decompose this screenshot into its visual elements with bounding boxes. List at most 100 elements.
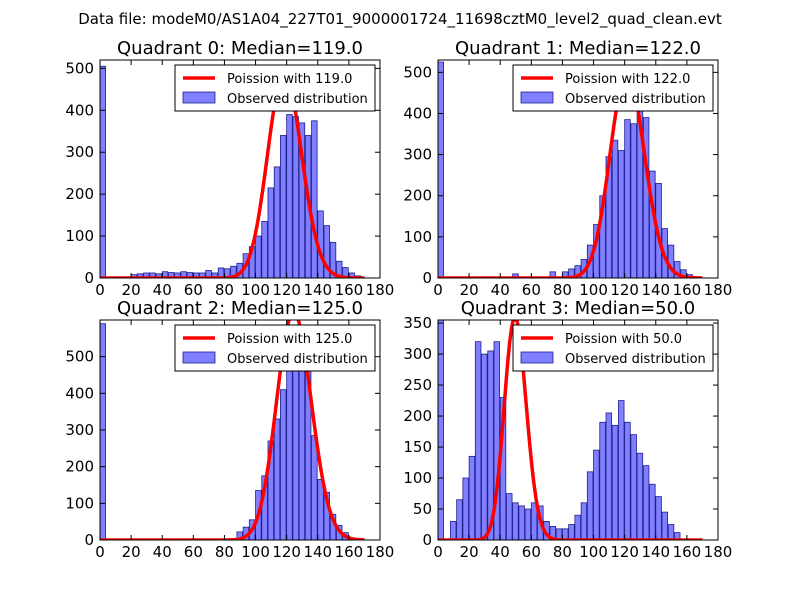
x-tick-label: 160 xyxy=(335,543,364,561)
histogram-bar xyxy=(624,421,631,540)
figure-suptitle: Data file: modeM0/AS1A04_227T01_90000017… xyxy=(78,10,722,29)
y-tick-label: 0 xyxy=(422,531,432,549)
x-tick-label: 120 xyxy=(272,543,301,561)
histogram-bar xyxy=(661,511,668,540)
y-tick-label: 0 xyxy=(84,531,94,549)
histogram-bar xyxy=(624,119,631,278)
histogram-bar xyxy=(298,356,306,540)
histogram-bar xyxy=(267,187,274,278)
y-tick-label: 100 xyxy=(65,494,94,512)
x-tick-label: 140 xyxy=(303,281,332,299)
x-tick-label: 0 xyxy=(95,543,105,561)
y-tick-label: 0 xyxy=(422,269,432,287)
histogram-bar xyxy=(438,61,444,278)
y-tick-label: 400 xyxy=(403,104,432,122)
x-tick-label: 140 xyxy=(641,543,670,561)
y-tick-label: 100 xyxy=(65,227,94,245)
x-tick-label: 120 xyxy=(610,281,639,299)
histogram-bar xyxy=(474,341,482,540)
x-tick-label: 0 xyxy=(95,281,105,299)
histogram-bar xyxy=(180,271,187,278)
x-tick-label: 100 xyxy=(579,281,608,299)
histogram-bar xyxy=(280,389,287,540)
histogram-bar xyxy=(549,271,556,278)
histogram-bar xyxy=(450,521,457,540)
x-tick-label: 20 xyxy=(122,543,141,561)
panel-title: Quadrant 2: Median=125.0 xyxy=(117,298,363,319)
histogram-bar xyxy=(649,483,656,540)
x-tick-label: 60 xyxy=(184,281,203,299)
x-tick-label: 20 xyxy=(460,543,479,561)
histogram-bar xyxy=(618,150,625,278)
histogram-bar xyxy=(605,412,612,540)
x-tick-label: 80 xyxy=(215,281,234,299)
x-tick-label: 40 xyxy=(491,543,510,561)
histogram-bar xyxy=(261,221,268,278)
y-tick-label: 250 xyxy=(403,376,432,394)
y-tick-label: 300 xyxy=(403,146,432,164)
histogram-bar xyxy=(568,268,575,278)
histogram-bar xyxy=(586,471,594,540)
histogram-bar xyxy=(512,502,519,540)
legend-label-poisson: Poission with 50.0 xyxy=(565,332,682,347)
x-tick-label: 180 xyxy=(704,543,733,561)
y-tick-label: 100 xyxy=(403,228,432,246)
x-tick-label: 40 xyxy=(153,543,172,561)
panel-title: Quadrant 1: Median=122.0 xyxy=(455,38,701,59)
legend-label-poisson: Poission with 119.0 xyxy=(227,72,352,87)
histogram-bar xyxy=(481,353,488,540)
legend-bar-swatch xyxy=(182,91,216,104)
x-tick-label: 80 xyxy=(553,543,572,561)
legend: Poission with 119.0 Observed distribution xyxy=(174,64,376,112)
histogram-bar xyxy=(286,348,293,540)
histogram-bar xyxy=(100,323,106,540)
x-tick-label: 80 xyxy=(215,543,234,561)
histogram-bar xyxy=(143,272,150,278)
histogram-bar xyxy=(317,479,324,540)
histogram-bar xyxy=(667,524,675,540)
y-tick-label: 350 xyxy=(403,314,432,332)
x-tick-label: 180 xyxy=(366,281,395,299)
histogram-bar xyxy=(323,225,330,278)
histogram-bar xyxy=(199,272,206,278)
legend-bar-swatch xyxy=(182,351,216,364)
legend: Poission with 50.0 Observed distribution xyxy=(512,324,714,372)
quadrant-panel-3: 0 20 40 60 80 100 120 140 160 1800501001502002503… xyxy=(403,298,732,561)
histogram-bar xyxy=(174,272,181,278)
histogram-bar xyxy=(642,465,650,540)
panel-title: Quadrant 0: Median=119.0 xyxy=(117,38,363,59)
x-tick-label: 100 xyxy=(241,543,270,561)
x-tick-label: 120 xyxy=(610,543,639,561)
histogram-bar xyxy=(549,525,556,540)
x-tick-label: 60 xyxy=(522,543,541,561)
histogram-bar xyxy=(599,421,606,540)
x-tick-label: 60 xyxy=(184,543,203,561)
x-tick-label: 0 xyxy=(433,543,443,561)
histogram-bar xyxy=(555,528,563,540)
x-tick-label: 100 xyxy=(579,543,608,561)
x-tick-label: 180 xyxy=(704,281,733,299)
y-tick-label: 150 xyxy=(403,438,432,456)
histogram-bar xyxy=(562,528,569,540)
legend-bar-swatch xyxy=(520,91,554,104)
histogram-bar xyxy=(329,241,337,278)
histogram-bar xyxy=(286,114,293,278)
x-tick-label: 140 xyxy=(303,543,332,561)
legend-label-observed: Observed distribution xyxy=(227,92,368,107)
x-tick-label: 80 xyxy=(553,281,572,299)
y-tick-label: 0 xyxy=(84,269,94,287)
legend: Poission with 122.0 Observed distribution xyxy=(512,64,714,112)
legend: Poission with 125.0 Observed distribution xyxy=(174,324,376,372)
histogram-bar xyxy=(580,502,588,540)
histogram-bar xyxy=(298,122,306,278)
histogram-bar xyxy=(518,505,525,540)
legend-label-observed: Observed distribution xyxy=(227,352,368,367)
y-tick-label: 500 xyxy=(65,59,94,77)
histogram-bar xyxy=(493,341,500,540)
y-tick-label: 400 xyxy=(65,384,94,402)
plot-area-1 xyxy=(438,61,703,278)
histogram-bar xyxy=(667,244,675,278)
y-tick-label: 100 xyxy=(403,469,432,487)
x-tick-label: 160 xyxy=(673,543,702,561)
histogram-bar xyxy=(280,135,287,278)
